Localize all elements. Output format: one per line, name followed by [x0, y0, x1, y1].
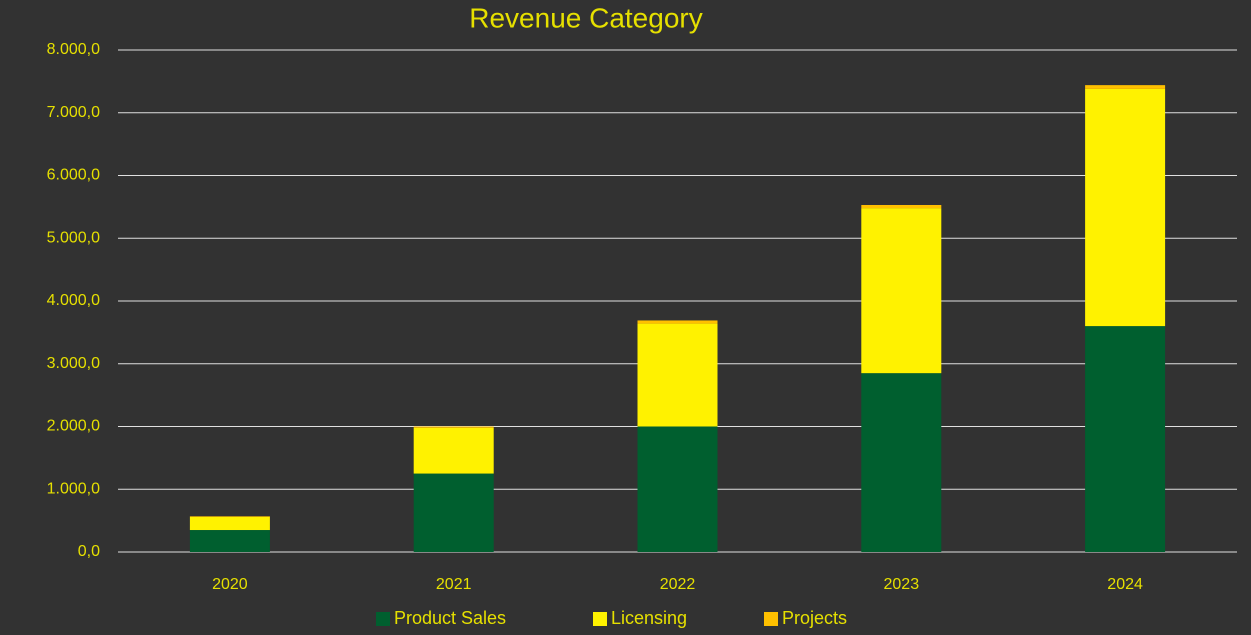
bar-segment — [413, 473, 494, 552]
bar-segment — [413, 426, 494, 428]
bar-segment — [637, 426, 718, 552]
y-tick-label: 0,0 — [78, 543, 100, 560]
legend-swatch — [593, 612, 607, 626]
y-tick-label: 4.000,0 — [47, 292, 100, 309]
bar-segment — [189, 530, 270, 552]
bar-segment — [637, 323, 718, 427]
y-tick-label: 3.000,0 — [47, 355, 100, 372]
x-tick-label: 2024 — [1107, 576, 1143, 593]
x-tick-label: 2022 — [660, 576, 696, 593]
legend-label: Projects — [782, 608, 847, 628]
bar-segment — [1085, 88, 1166, 327]
x-tick-label: 2021 — [436, 576, 472, 593]
legend-label: Product Sales — [394, 608, 506, 628]
legend-swatch — [764, 612, 778, 626]
bar-segment — [189, 516, 270, 531]
x-tick-label: 2023 — [884, 576, 920, 593]
x-tick-label: 2020 — [212, 576, 248, 593]
y-tick-label: 7.000,0 — [47, 104, 100, 121]
y-tick-label: 2.000,0 — [47, 418, 100, 435]
bar-segment — [189, 516, 270, 517]
bar-segment — [637, 320, 718, 324]
bar-segment — [1085, 85, 1166, 89]
bar-segment — [413, 427, 494, 474]
bar-segment — [1085, 326, 1166, 552]
bar-segment — [861, 204, 942, 209]
y-tick-label: 5.000,0 — [47, 229, 100, 246]
bar-segment — [861, 373, 942, 552]
bar-segment — [861, 208, 942, 374]
y-tick-label: 1.000,0 — [47, 480, 100, 497]
legend-swatch — [376, 612, 390, 626]
legend-label: Licensing — [611, 608, 687, 628]
chart-title: Revenue Category — [469, 2, 702, 33]
y-tick-label: 8.000,0 — [47, 41, 100, 58]
y-tick-label: 6.000,0 — [47, 167, 100, 184]
